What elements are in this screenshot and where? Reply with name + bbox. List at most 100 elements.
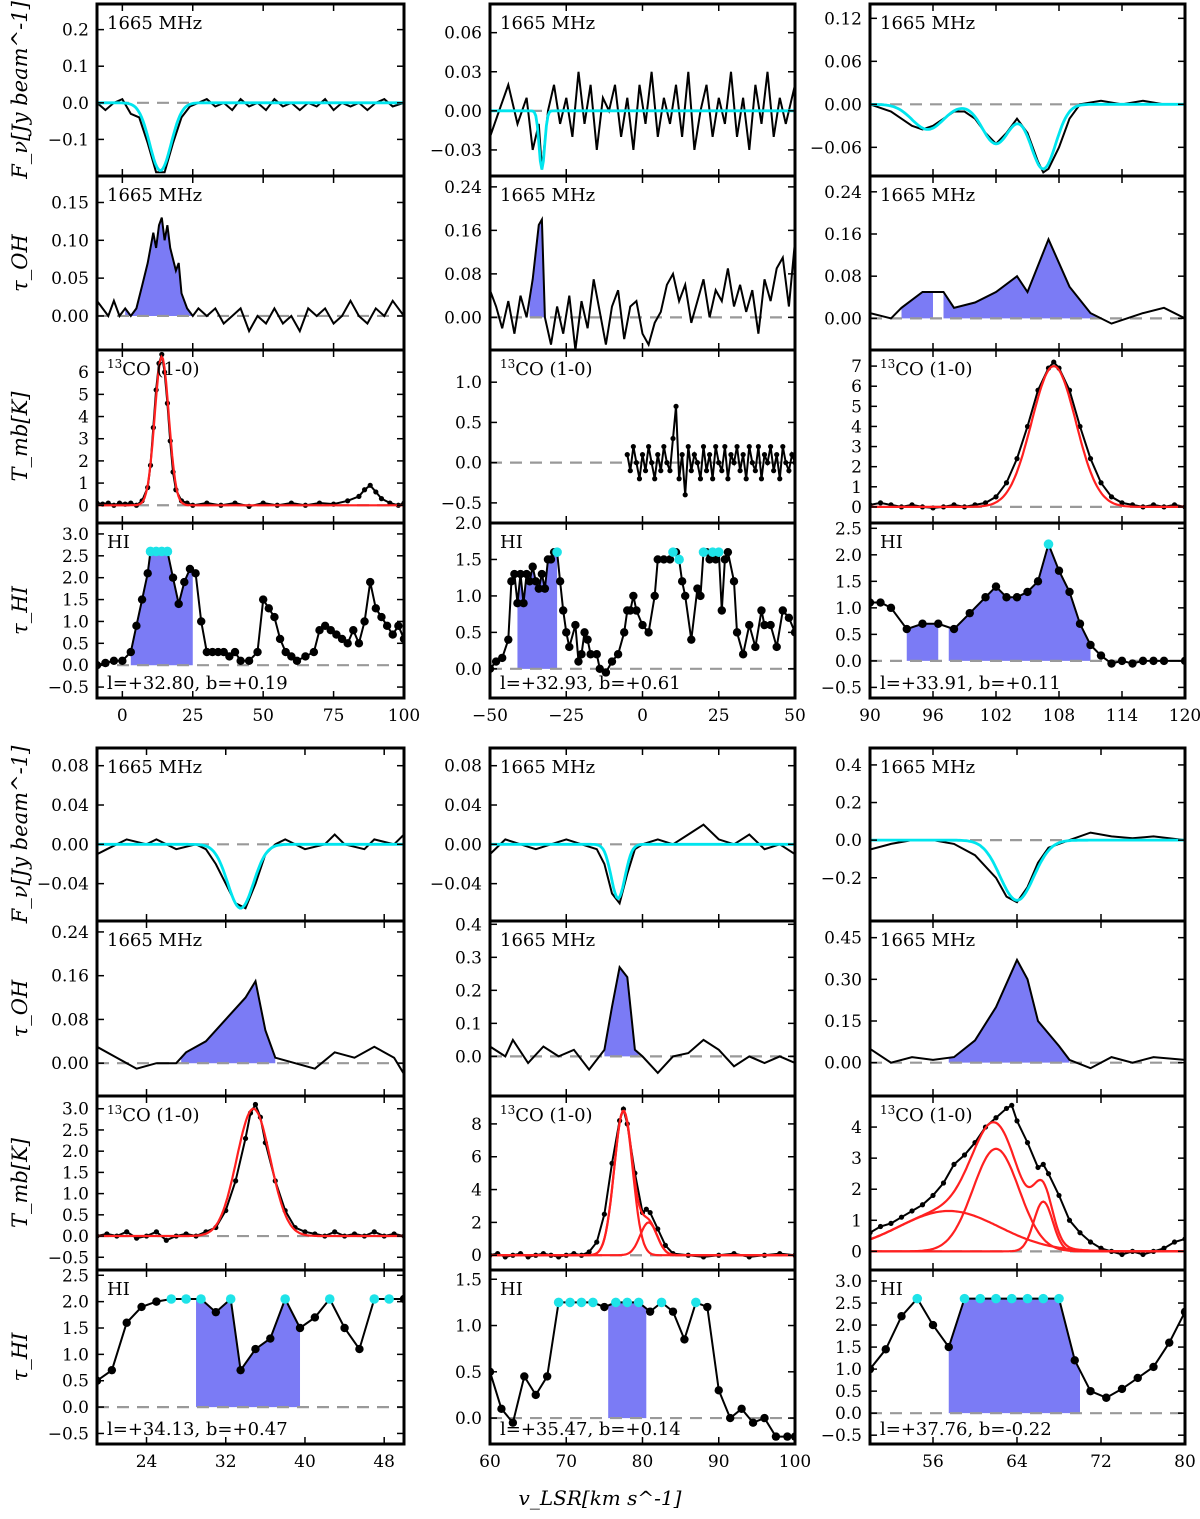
data-point (714, 1386, 723, 1395)
plot-area (97, 97, 404, 174)
data-point (377, 612, 386, 622)
tmb-subplot: −0.5 0.0 0.5 1.0 13CO (1-0) (441, 348, 797, 525)
data-point (696, 591, 705, 601)
absorption-fill (529, 219, 545, 318)
y-tick-label: 4 (851, 417, 862, 437)
data-point (661, 443, 667, 450)
data-point (944, 1342, 953, 1352)
y-tick-label: 0.00 (51, 307, 89, 327)
data-point (174, 599, 183, 609)
data-point (934, 619, 943, 628)
data-point (777, 476, 783, 482)
saturated-point (166, 1294, 177, 1304)
x-tick-label: 60 (479, 1452, 501, 1472)
flux-data-line (97, 97, 404, 174)
data-point (1119, 500, 1125, 506)
data-point (703, 1302, 712, 1312)
y-tick-label: 0.0 (62, 1227, 89, 1247)
data-point (1149, 1362, 1158, 1372)
data-point (1040, 1161, 1046, 1167)
data-point (295, 1323, 305, 1333)
data-point (705, 555, 714, 564)
coordinate-label: l=+32.93, b=+0.61 (500, 673, 681, 694)
y-tick-label: 0.08 (444, 265, 482, 285)
saturated-point (280, 1294, 290, 1304)
absorption-fill (196, 1299, 301, 1408)
data-point (725, 1413, 735, 1423)
data-point (783, 1432, 792, 1441)
flux-fit-line (97, 842, 404, 910)
x-tick-label: 120 (1169, 706, 1200, 726)
data-point (394, 621, 403, 631)
flux-fit-line (870, 838, 1185, 902)
tau_oh-data-line (97, 978, 404, 1075)
flux-line-label: 1665 MHz (500, 757, 595, 778)
saturated-point (668, 547, 678, 557)
data-point (109, 656, 119, 666)
data-point (697, 476, 704, 482)
y-tick-label: 0.00 (444, 835, 482, 855)
data-point (761, 452, 768, 458)
label-text: CO (1-0) (515, 359, 592, 380)
data-point (356, 493, 362, 499)
y-tick-label: 4 (851, 1118, 862, 1138)
x-tick-label: 100 (779, 1452, 811, 1472)
data-point (1087, 456, 1094, 462)
y-tick-label: 0.00 (444, 102, 482, 122)
x-tick-label: 70 (555, 1452, 577, 1472)
saturated-point (975, 1293, 986, 1304)
data-point (949, 624, 959, 634)
saturated-point (633, 1297, 644, 1308)
x-tick-label: 80 (1174, 1452, 1196, 1472)
saturated-point (1043, 539, 1054, 550)
data-point (771, 1432, 781, 1441)
data-point (783, 460, 789, 466)
data-point (1117, 1384, 1127, 1394)
y-tick-label: 0.16 (444, 221, 482, 241)
flux-axis-label: F_ν[Jy beam^-1] (8, 745, 32, 924)
data-point (664, 460, 670, 466)
data-point (118, 656, 127, 666)
x-tick-label: 0 (117, 706, 128, 726)
data-point (755, 443, 762, 450)
data-point (537, 569, 547, 579)
flux-line-label: 1665 MHz (107, 13, 202, 34)
data-point (745, 620, 754, 630)
data-point (534, 584, 543, 593)
data-point (301, 652, 310, 661)
saturated-point (384, 1294, 394, 1304)
data-point (361, 487, 368, 493)
data-point (1065, 587, 1074, 597)
label-superscript: 13 (880, 1103, 895, 1117)
y-tick-label: 0.3 (455, 948, 482, 968)
data-point (642, 468, 649, 474)
flux-subplot: −0.03 0.00 0.03 0.06 1665 MHz (430, 2, 797, 178)
data-point (1033, 577, 1043, 586)
y-tick-label: 0.2 (455, 981, 482, 1001)
data-point (752, 468, 758, 474)
data-point (236, 656, 245, 666)
y-tick-label: 2.5 (835, 1294, 862, 1314)
data-point (152, 1297, 161, 1306)
data-point (528, 562, 537, 571)
data-point (382, 621, 392, 631)
data-point (540, 584, 550, 593)
y-tick-label: 0 (851, 1242, 862, 1262)
data-point (700, 443, 707, 450)
data-point (636, 476, 643, 482)
data-point (919, 1202, 926, 1208)
data-point (132, 621, 141, 631)
y-tick-label: 2.0 (455, 514, 482, 534)
y-tick-label: 1.5 (62, 591, 89, 611)
y-tick-label: 2.5 (62, 1121, 89, 1141)
tmb-subplot: 0 2 4 6 8 13CO (1-0) (471, 1094, 797, 1272)
y-tick-label: 0.16 (824, 225, 862, 245)
tmb-data-line (870, 1103, 1185, 1256)
data-point (687, 635, 696, 644)
y-tick-label: −0.5 (441, 494, 482, 514)
data-point (1128, 659, 1137, 668)
data-point (613, 650, 623, 659)
data-point (1117, 656, 1127, 666)
data-point (1096, 651, 1106, 660)
